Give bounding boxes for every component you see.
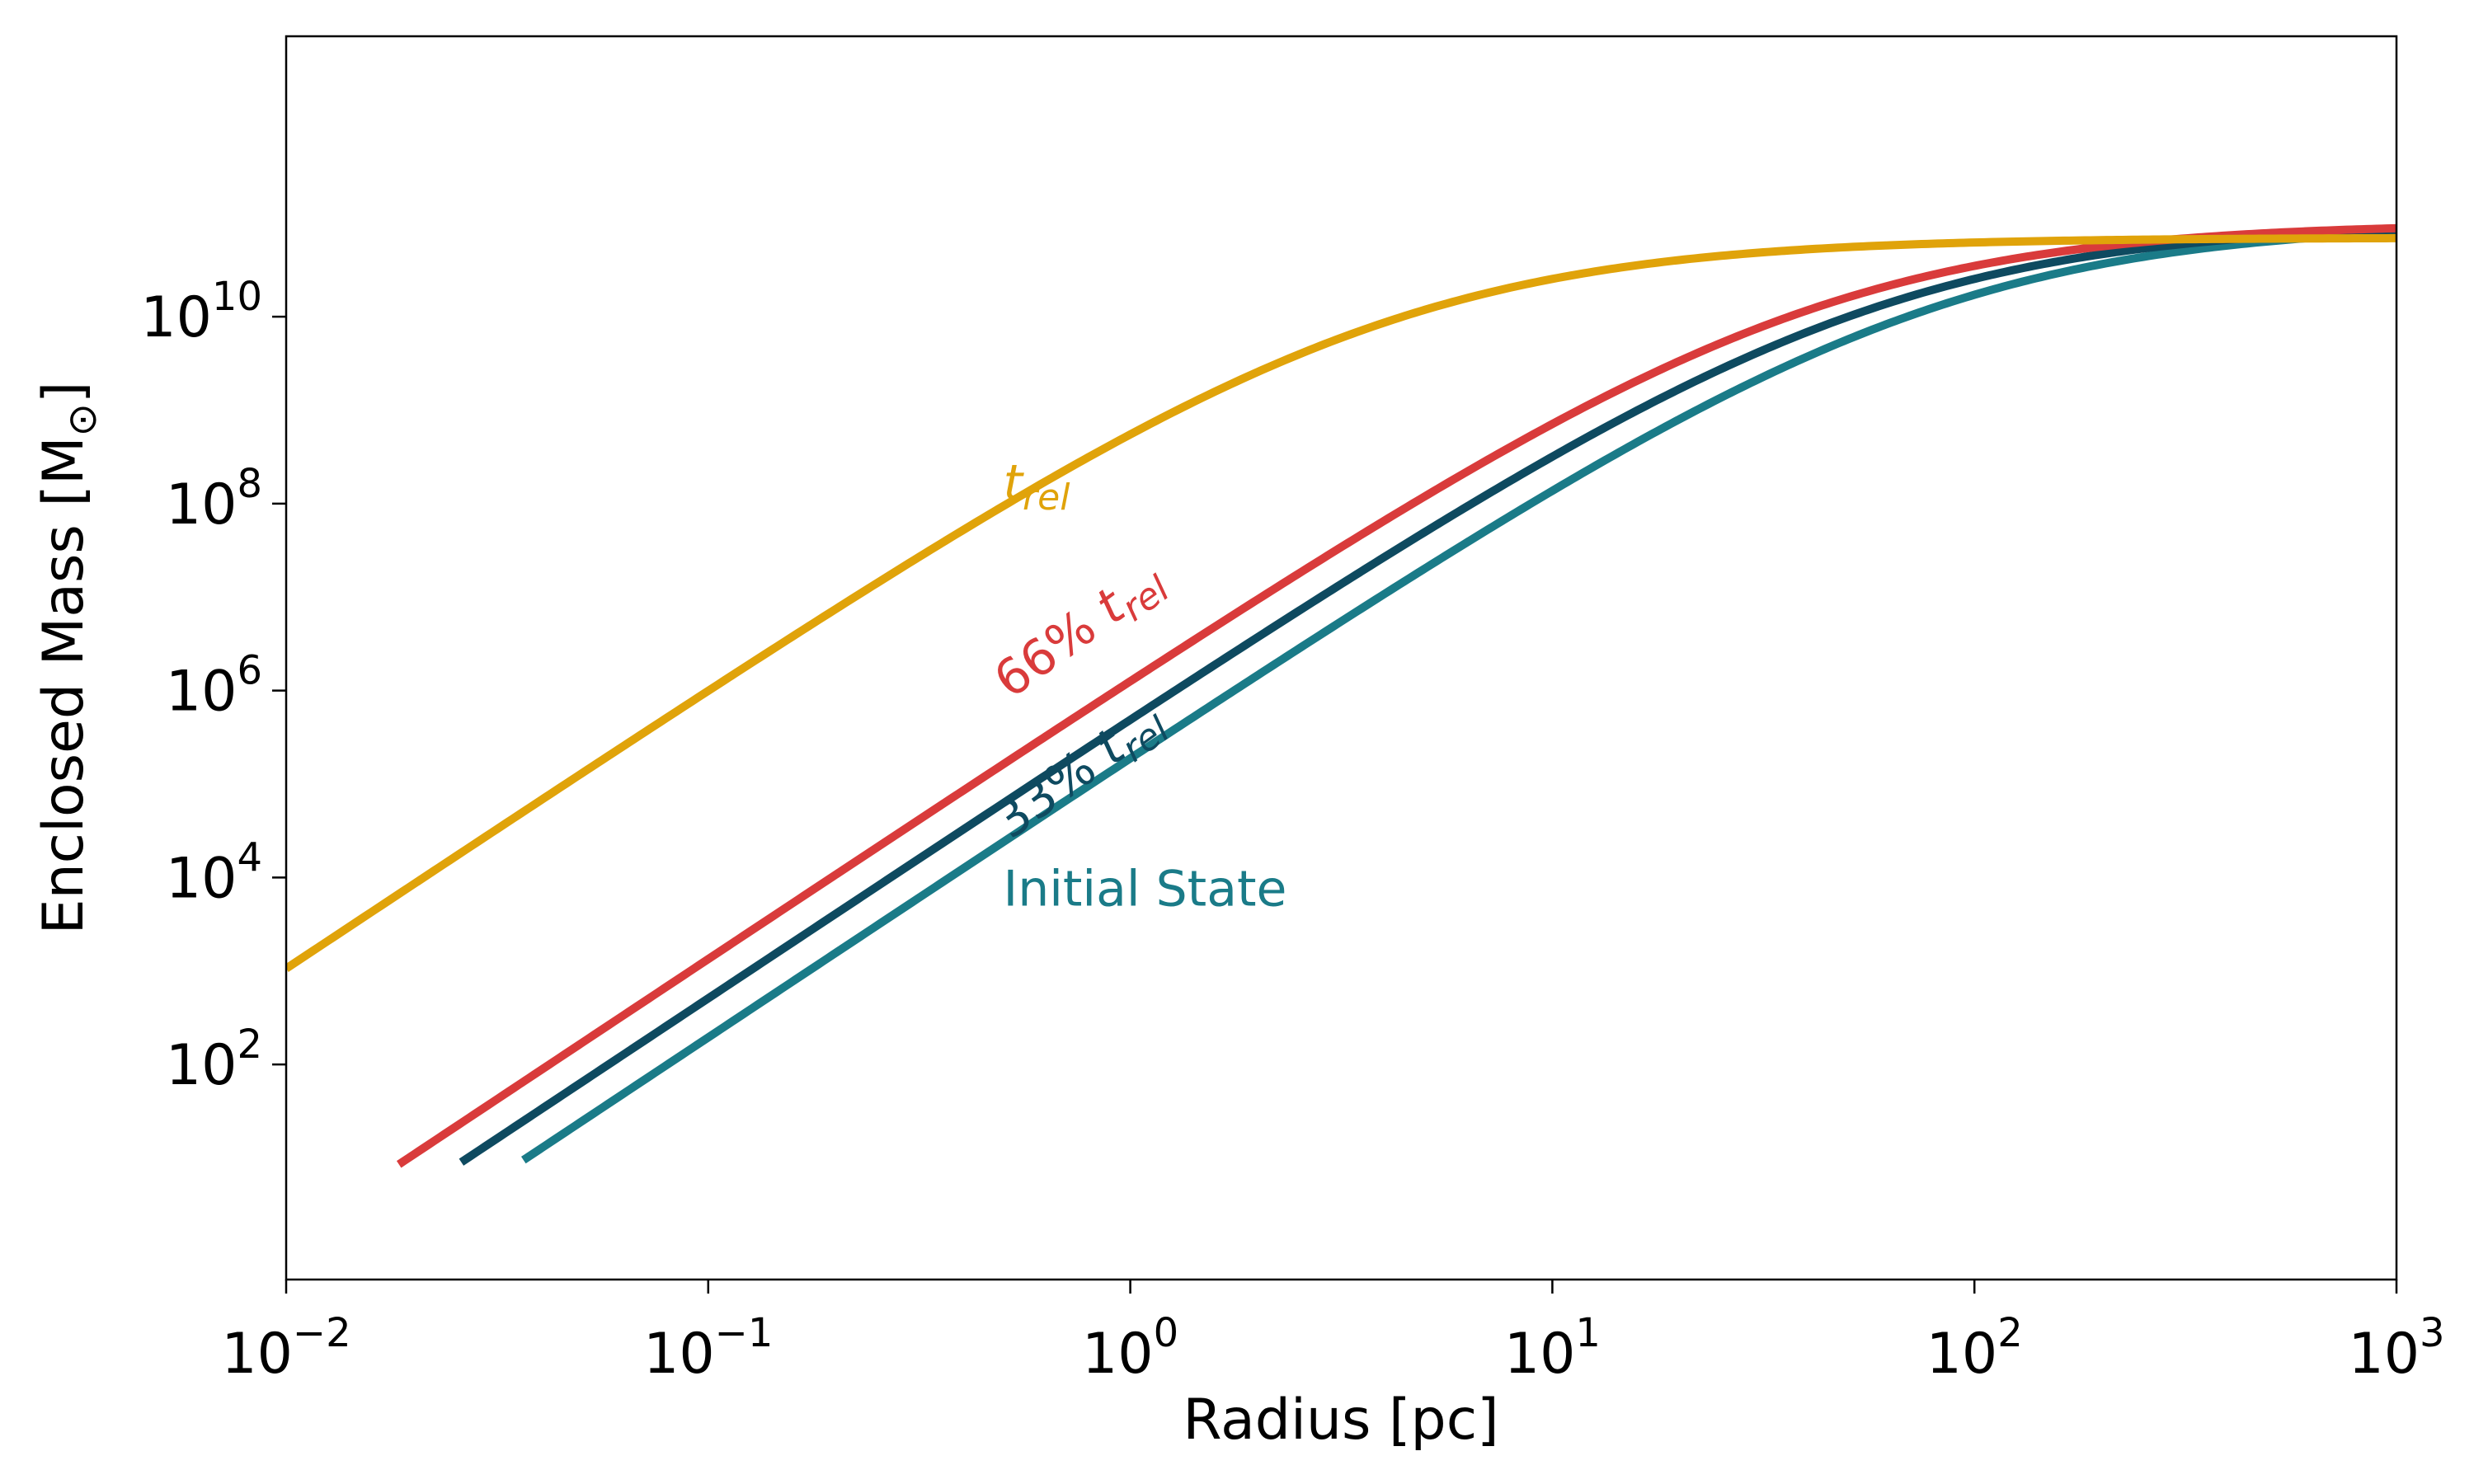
y-axis-label-main: Enclosed Mass [M: [31, 436, 96, 934]
x-axis-label: Radius [pc]: [1183, 1388, 1498, 1453]
y-tick-label: 108: [166, 461, 262, 538]
x-tick-label: 102: [1926, 1310, 2023, 1387]
y-tick-label: 104: [166, 834, 262, 911]
series-line-1: [459, 226, 2396, 1166]
axes-layer: 10−2 10−1 100 101 102 103 102 104 106 108 1010: [140, 35, 2445, 1387]
y-axis-label-sun-symbol: ⊙: [59, 403, 106, 436]
series-line-2: [396, 223, 2396, 1168]
x-tick-label: 10−2: [221, 1310, 350, 1387]
y-axis-label: Enclosed Mass [M⊙]: [31, 382, 106, 935]
y-tick-label: 106: [166, 648, 262, 725]
series-label-2: 66% trel: [984, 549, 1178, 715]
series-label-0: Initial State: [1004, 861, 1287, 918]
series-label-3: trel: [1004, 454, 1071, 519]
plot-frame: [285, 35, 2398, 1281]
y-axis-label-end: ]: [31, 382, 96, 404]
y-tick-label: 1010: [140, 274, 262, 350]
x-tick-label: 10−1: [643, 1310, 773, 1387]
series-label-text: Initial State: [1004, 861, 1287, 918]
series-label-t: t: [1004, 454, 1025, 512]
series-line-0: [521, 228, 2396, 1164]
y-tick-label: 102: [166, 1021, 262, 1098]
x-tick-label: 101: [1504, 1310, 1601, 1387]
series-line-3: [286, 233, 2396, 972]
x-tick-label: 103: [2348, 1310, 2444, 1387]
series-layer: [286, 223, 2396, 1168]
x-tick-label: 100: [1082, 1310, 1178, 1387]
series-label-subscript: rel: [1023, 477, 1070, 519]
